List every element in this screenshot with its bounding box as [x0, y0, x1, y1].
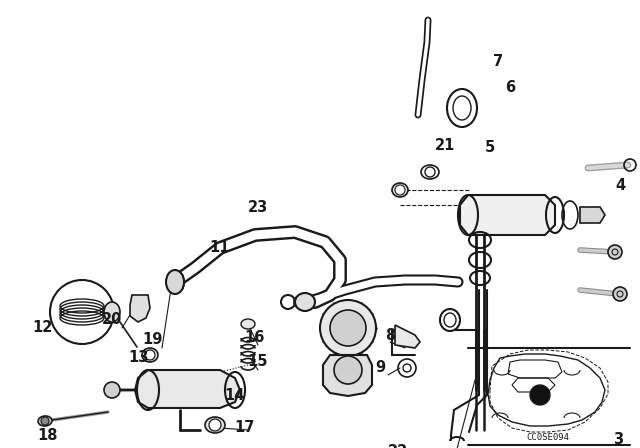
Ellipse shape: [166, 270, 184, 294]
Circle shape: [613, 287, 627, 301]
Circle shape: [530, 385, 550, 405]
Text: 6: 6: [505, 81, 515, 95]
Circle shape: [41, 417, 49, 425]
Text: 7: 7: [493, 55, 503, 69]
Circle shape: [209, 419, 221, 431]
Ellipse shape: [38, 416, 52, 426]
Text: 14: 14: [225, 388, 245, 402]
Polygon shape: [395, 325, 420, 348]
Text: CC0SE094: CC0SE094: [527, 434, 570, 443]
Ellipse shape: [241, 319, 255, 329]
Circle shape: [608, 245, 622, 259]
Polygon shape: [130, 295, 150, 322]
Text: 11: 11: [210, 241, 230, 255]
Text: 16: 16: [245, 331, 265, 345]
Ellipse shape: [104, 302, 120, 322]
Ellipse shape: [205, 417, 225, 433]
Text: 5: 5: [485, 141, 495, 155]
Circle shape: [320, 300, 376, 356]
Text: 22: 22: [388, 444, 408, 448]
Text: 4: 4: [615, 177, 625, 193]
Polygon shape: [323, 355, 372, 396]
Circle shape: [104, 382, 120, 398]
Ellipse shape: [392, 183, 408, 197]
Circle shape: [395, 185, 405, 195]
Ellipse shape: [168, 271, 184, 293]
Text: 19: 19: [142, 332, 162, 348]
Polygon shape: [580, 207, 605, 223]
Polygon shape: [460, 195, 555, 235]
Text: 8: 8: [385, 327, 395, 343]
Text: 21: 21: [435, 138, 455, 152]
Polygon shape: [135, 370, 240, 408]
Text: 12: 12: [32, 320, 52, 336]
Ellipse shape: [295, 293, 315, 311]
Text: 18: 18: [38, 427, 58, 443]
Text: 13: 13: [128, 350, 148, 366]
Text: 15: 15: [248, 354, 268, 370]
Text: 3: 3: [613, 432, 623, 448]
Text: 9: 9: [375, 361, 385, 375]
Circle shape: [145, 350, 155, 360]
Circle shape: [330, 310, 366, 346]
Text: 23: 23: [248, 201, 268, 215]
Circle shape: [334, 356, 362, 384]
Text: 17: 17: [235, 421, 255, 435]
Ellipse shape: [142, 348, 158, 362]
Text: 20: 20: [102, 313, 122, 327]
